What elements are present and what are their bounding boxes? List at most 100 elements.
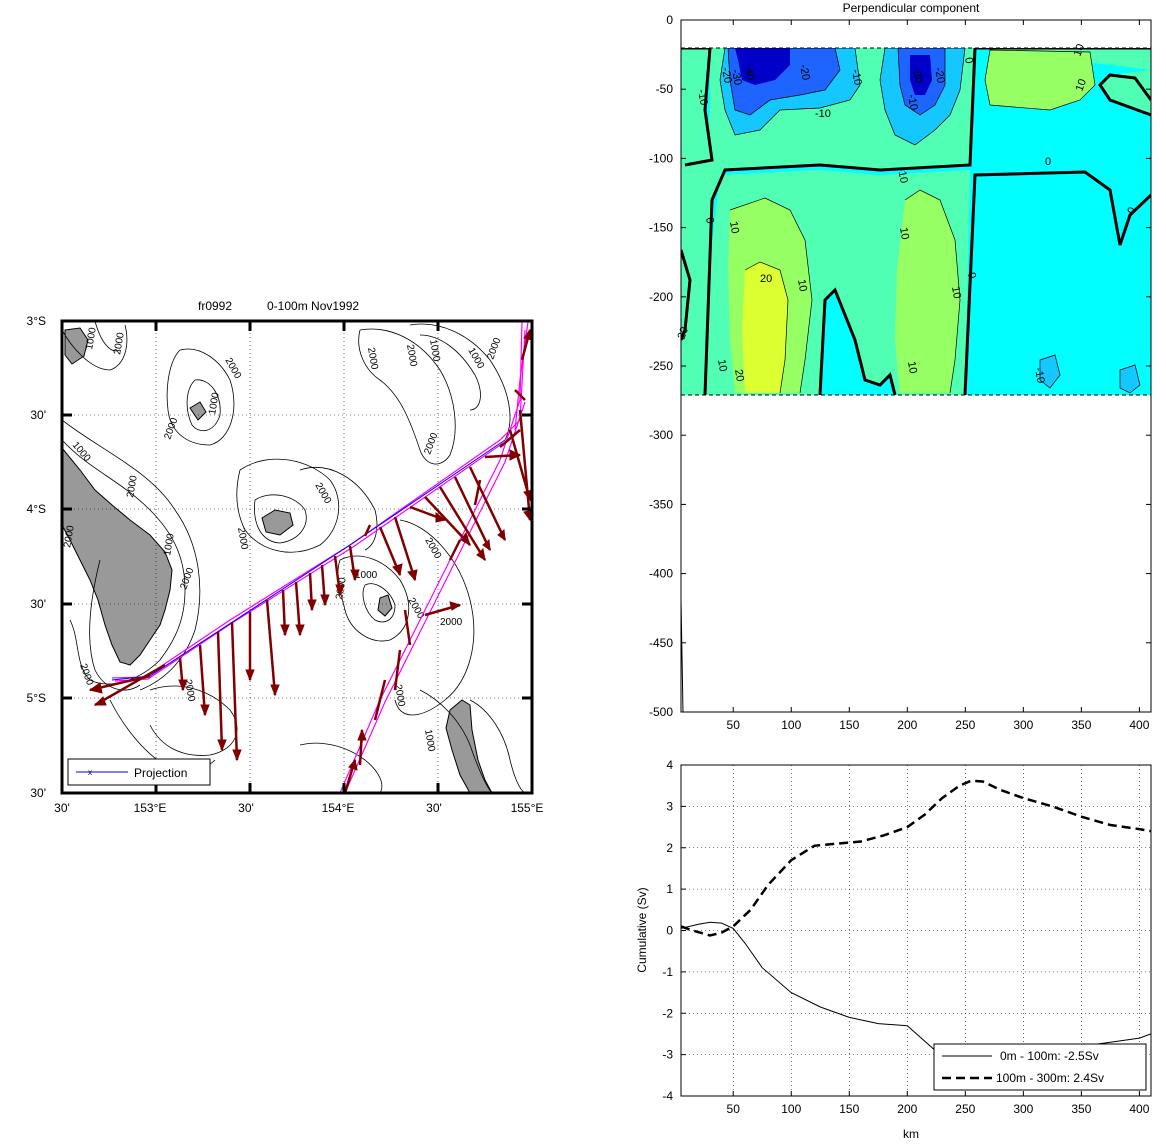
land-island-north: [64, 327, 89, 365]
x-tick-label: 50: [727, 718, 741, 732]
x-tick-label: 150: [839, 1102, 859, 1116]
contour-label: 0: [962, 56, 975, 64]
y-tick-label: -500: [649, 705, 673, 719]
depth-label: 2000: [112, 331, 127, 355]
contour-label: -30: [910, 66, 925, 84]
velocity-arrows: [88, 328, 533, 794]
contour-label: 10: [715, 358, 729, 372]
contour-label: 10: [905, 360, 919, 374]
x-tick-label: 250: [955, 718, 975, 732]
transport-axes: 50 100 150 200 250 300 350 400 4 3 2 1 0 -1 -2 -3 -4: [662, 758, 1149, 1116]
map-lon-labels: 30' 153°E 30' 154°E 30' 155°E: [54, 801, 543, 815]
y-tick-label: 2: [666, 841, 673, 855]
land-island-ne: [377, 594, 393, 617]
section-contours: [681, 48, 1151, 395]
contour-label: 10: [795, 278, 809, 292]
series-line-100-300m: [681, 779, 1151, 937]
contour-label: 0: [703, 216, 716, 224]
section-title: Perpendicular component: [843, 1, 980, 15]
x-tick-label: 300: [1013, 1102, 1033, 1116]
x-tick-label: 400: [1129, 718, 1149, 732]
projection-legend-label: Projection: [134, 766, 187, 780]
x-tick-label: 250: [955, 1102, 975, 1116]
map-title-cruise: fr0992: [198, 299, 232, 313]
lat-label: 5°S: [27, 691, 46, 705]
land-new-ireland: [62, 447, 173, 666]
depth-label: 2000: [62, 524, 77, 548]
transport-ylabel: Cumulative (Sv): [635, 887, 649, 972]
section-axes: 50 100 150 200 250 300 350 4000-50-100-150-200-…: [649, 13, 1151, 732]
depth-label: 1000: [422, 729, 437, 753]
y-tick-label: 4: [666, 758, 673, 772]
contour-label: -10: [849, 68, 864, 86]
lon-label: 30': [238, 801, 254, 815]
contour-label: 10: [949, 285, 963, 299]
y-tick-label: -300: [649, 428, 673, 442]
contour-label: -30: [729, 68, 744, 86]
contour-label: -10: [895, 166, 910, 184]
contour-label: -20: [719, 66, 734, 84]
lat-label: 30': [30, 597, 46, 611]
contour-label: 0: [1045, 156, 1051, 168]
y-tick-label: -3: [662, 1048, 673, 1062]
y-tick-label: -350: [649, 497, 673, 511]
x-tick-label: 50: [727, 1102, 741, 1116]
contour-label: -10: [1032, 366, 1047, 384]
x-tick-label: 350: [1071, 718, 1091, 732]
x-tick-label: 300: [1013, 718, 1033, 732]
contour-label: 20: [676, 325, 691, 341]
map-lat-labels: 3°S 30' 4°S 30' 5°S 30': [27, 314, 46, 800]
map-frame: [60, 319, 534, 795]
depth-label: 1000: [84, 326, 99, 350]
section-panel: Perpendicular component: [649, 1, 1152, 732]
y-tick-label: -400: [649, 567, 673, 581]
lon-label: 30': [426, 801, 442, 815]
y-tick-label: -150: [649, 221, 673, 235]
contour-label: 20: [732, 368, 746, 382]
map-panel: fr0992 0-100m Nov1992: [27, 299, 544, 815]
lon-label: 154°E: [322, 801, 355, 815]
transport-legend: 0m - 100m: -2.5Sv 100m - 300m: 2.4Sv: [933, 1043, 1147, 1091]
x-tick-label: 350: [1071, 1102, 1091, 1116]
depth-label: 1000: [207, 391, 222, 415]
lat-label: 4°S: [27, 502, 46, 516]
y-tick-label: -4: [662, 1089, 673, 1103]
y-tick-label: -200: [649, 290, 673, 304]
y-tick-label: 0: [666, 924, 673, 938]
lon-label: 155°E: [511, 801, 544, 815]
depth-label: 1000: [427, 339, 442, 363]
contour-label: -20: [932, 66, 947, 84]
y-tick-label: -250: [649, 359, 673, 373]
x-tick-label: 200: [897, 718, 917, 732]
y-tick-label: -450: [649, 636, 673, 650]
bathymetry-contours: [62, 321, 526, 793]
contour-label: -20: [797, 63, 812, 81]
land-island-mid: [261, 509, 294, 536]
depth-label: 2000: [404, 344, 419, 368]
depth-label: 2000: [125, 474, 140, 498]
lat-label: 30': [30, 786, 46, 800]
contour-label: 0: [965, 271, 978, 279]
contour-label: 10: [1072, 42, 1087, 58]
lon-label: 30': [54, 801, 70, 815]
section-contour-labels: -10 -20 -30 -40 -20 -10 -10 -30 -20 -10 …: [676, 42, 1139, 384]
land-island-small: [189, 401, 207, 421]
y-tick-label: -2: [662, 1006, 673, 1020]
lat-label: 30': [30, 408, 46, 422]
x-tick-label: 100: [781, 718, 801, 732]
x-tick-label: 150: [839, 718, 859, 732]
lat-label: 3°S: [27, 314, 46, 328]
transport-plot-area: [680, 764, 1152, 1097]
y-tick-label: 1: [666, 882, 673, 896]
contour-label: 10: [727, 220, 741, 234]
depth-label: 1000: [355, 570, 378, 581]
map-title-period: 0-100m Nov1992: [267, 299, 359, 313]
y-tick-label: 3: [666, 799, 673, 813]
y-tick-label: -1: [662, 965, 673, 979]
contour-label: -10: [905, 93, 920, 111]
depth-label: 2000: [365, 347, 380, 371]
depth-label: 2000: [235, 527, 250, 551]
projection-line: [111, 439, 506, 681]
legend-label-surface: 0m - 100m: -2.5Sv: [1000, 1049, 1099, 1063]
